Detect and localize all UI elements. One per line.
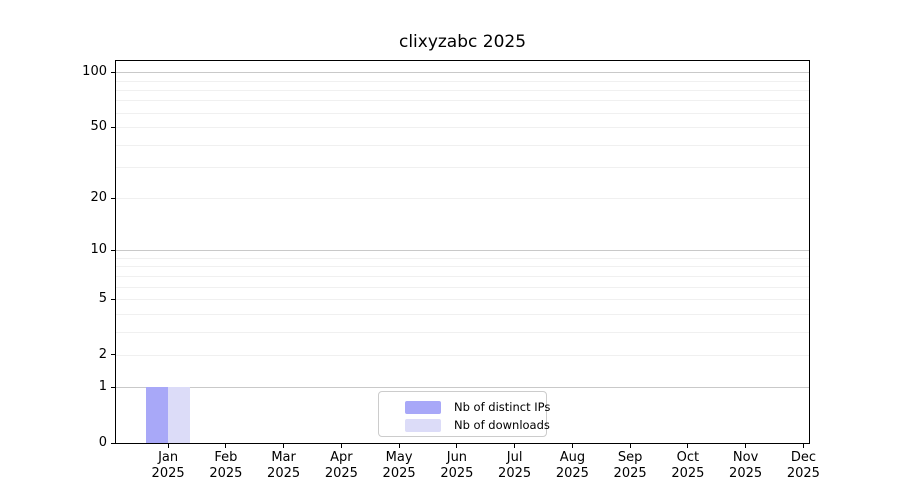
y-tick-label: 2 xyxy=(98,346,107,362)
gridline-minor xyxy=(116,127,809,128)
legend-label-downloads: Nb of downloads xyxy=(454,418,550,432)
x-tick-mark xyxy=(745,444,747,448)
x-tick-label: Dec 2025 xyxy=(786,450,820,481)
legend-label-distinct-ips: Nb of distinct IPs xyxy=(454,400,551,414)
bar-distinct-ips xyxy=(146,387,169,443)
gridline-minor xyxy=(116,286,809,288)
gridline-minor xyxy=(116,198,809,200)
y-tick-label: 0 xyxy=(98,435,107,450)
legend: Nb of distinct IPs Nb of downloads xyxy=(378,391,550,437)
y-tick-mark xyxy=(111,71,115,73)
x-tick-label: Nov 2025 xyxy=(729,450,763,481)
x-tick-label: Jul 2025 xyxy=(498,450,532,481)
y-tick-mark xyxy=(111,126,115,128)
gridline-major xyxy=(116,250,809,252)
x-tick-mark xyxy=(629,444,631,448)
x-tick-label: Jun 2025 xyxy=(440,450,474,481)
y-tick-label: 10 xyxy=(90,242,107,258)
x-tick-mark xyxy=(398,444,400,448)
gridline-minor xyxy=(116,89,809,91)
gridline-minor xyxy=(116,167,809,168)
gridline-major xyxy=(116,72,809,74)
gridline-minor xyxy=(116,80,809,82)
y-tick-label: 1 xyxy=(98,379,107,395)
x-tick-label: Sep 2025 xyxy=(613,450,647,481)
gridline-minor xyxy=(116,266,809,268)
gridline-minor xyxy=(116,258,809,259)
x-tick-label: Oct 2025 xyxy=(671,450,705,481)
x-tick-label: Mar 2025 xyxy=(267,450,301,481)
bar-downloads xyxy=(168,387,191,443)
x-tick-mark xyxy=(514,444,516,448)
gridline-minor xyxy=(116,275,809,277)
legend-item-downloads: Nb of downloads xyxy=(405,417,550,433)
y-tick-mark xyxy=(111,442,115,444)
gridline-minor xyxy=(116,354,809,356)
y-tick-mark xyxy=(111,249,115,251)
gridline-minor xyxy=(116,100,809,102)
gridline-major xyxy=(116,387,809,389)
y-tick-label: 100 xyxy=(82,64,107,80)
y-tick-mark xyxy=(111,298,115,300)
y-tick-label: 50 xyxy=(90,119,107,134)
gridline-minor xyxy=(116,144,809,146)
y-tick-label: 5 xyxy=(98,291,107,306)
chart-title: clixyzabc 2025 xyxy=(398,32,527,52)
y-tick-mark xyxy=(111,386,115,388)
y-tick-mark xyxy=(111,354,115,356)
legend-swatch-distinct-ips xyxy=(405,400,441,414)
x-tick-mark xyxy=(571,444,573,448)
x-tick-mark xyxy=(167,444,169,448)
gridline-minor xyxy=(116,313,809,315)
y-tick-label: 20 xyxy=(90,190,107,206)
gridline-minor xyxy=(116,299,809,300)
x-tick-mark xyxy=(225,444,227,448)
x-tick-mark xyxy=(802,444,804,448)
x-tick-label: Jan 2025 xyxy=(151,450,185,481)
x-tick-mark xyxy=(340,444,342,448)
y-tick-mark xyxy=(111,197,115,199)
x-tick-label: Aug 2025 xyxy=(555,450,589,481)
gridline-minor xyxy=(116,112,809,114)
legend-item-distinct-ips: Nb of distinct IPs xyxy=(405,399,550,415)
x-tick-mark xyxy=(283,444,285,448)
x-tick-label: Apr 2025 xyxy=(324,450,358,481)
x-tick-mark xyxy=(687,444,689,448)
legend-swatch-downloads xyxy=(405,418,441,432)
x-tick-mark xyxy=(456,444,458,448)
x-tick-label: May 2025 xyxy=(382,450,416,481)
gridline-minor xyxy=(116,331,809,333)
x-tick-label: Feb 2025 xyxy=(209,450,243,481)
plot-area: Nb of distinct IPs Nb of downloads xyxy=(115,60,810,444)
